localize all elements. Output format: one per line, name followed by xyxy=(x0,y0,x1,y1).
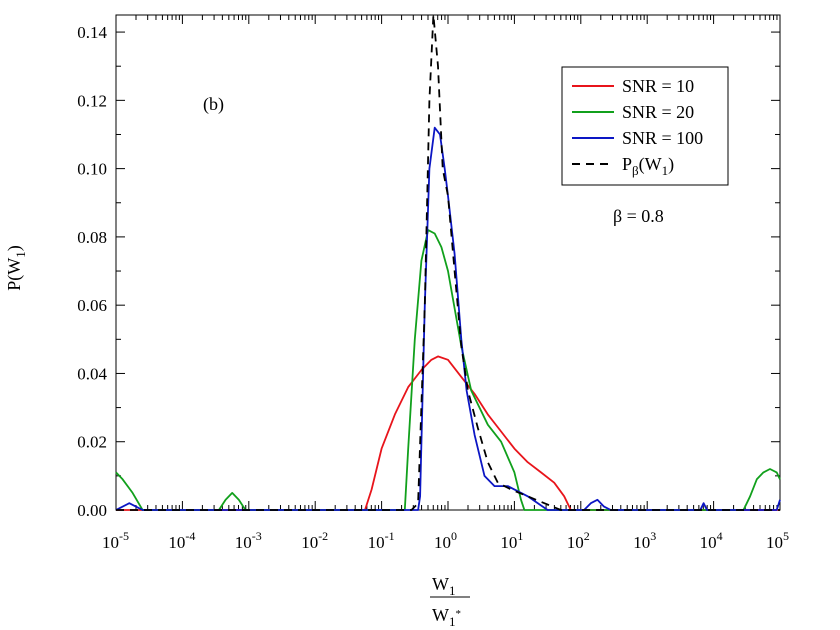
x-tick-label: 10-2 xyxy=(301,529,328,552)
y-tick-label: 0.10 xyxy=(77,160,107,179)
x-tick-label: 10-4 xyxy=(168,529,195,552)
y-axis-label: P(W1) xyxy=(4,245,28,291)
x-tick-label: 10-3 xyxy=(235,529,262,552)
legend-label-snr10: SNR = 10 xyxy=(622,76,694,96)
axis-ticks: 0.00 0.02 0.04 0.06 0.08 0.10 0.12 0.14 10-5 10-4… xyxy=(77,15,789,552)
x-tick-label: 102 xyxy=(567,529,590,552)
y-tick-label: 0.06 xyxy=(77,296,107,315)
x-tick-label: 10-1 xyxy=(368,529,395,552)
panel-label: (b) xyxy=(203,94,224,115)
x-axis-label: W1 W1* xyxy=(430,574,470,629)
y-tick-label: 0.14 xyxy=(77,23,107,42)
y-tick-label: 0.08 xyxy=(77,228,107,247)
x-tick-label: 105 xyxy=(766,529,789,552)
x-label-numerator: W1 xyxy=(432,574,456,598)
y-tick-label: 0.02 xyxy=(77,433,107,452)
series-line-snr20 xyxy=(115,229,781,511)
legend-label-snr20: SNR = 20 xyxy=(622,102,694,122)
y-tick-label: 0.00 xyxy=(77,501,107,520)
x-tick-label: 103 xyxy=(633,529,656,552)
x-label-denominator: W1* xyxy=(432,605,461,629)
y-tick-label: 0.12 xyxy=(77,91,107,110)
x-tick-label: 10-5 xyxy=(102,529,129,552)
x-tick-label: 104 xyxy=(700,529,723,552)
legend: SNR = 10 SNR = 20 SNR = 100 Pβ(W1) xyxy=(561,66,729,186)
series-line-snr10 xyxy=(116,355,780,511)
x-tick-label: 100 xyxy=(434,529,457,552)
series-line-pbeta xyxy=(116,14,780,511)
series-layer xyxy=(115,14,781,511)
x-tick-label: 101 xyxy=(500,529,523,552)
y-tick-label: 0.04 xyxy=(77,364,107,383)
beta-annotation: β = 0.8 xyxy=(613,206,664,226)
legend-label-snr100: SNR = 100 xyxy=(622,128,703,148)
